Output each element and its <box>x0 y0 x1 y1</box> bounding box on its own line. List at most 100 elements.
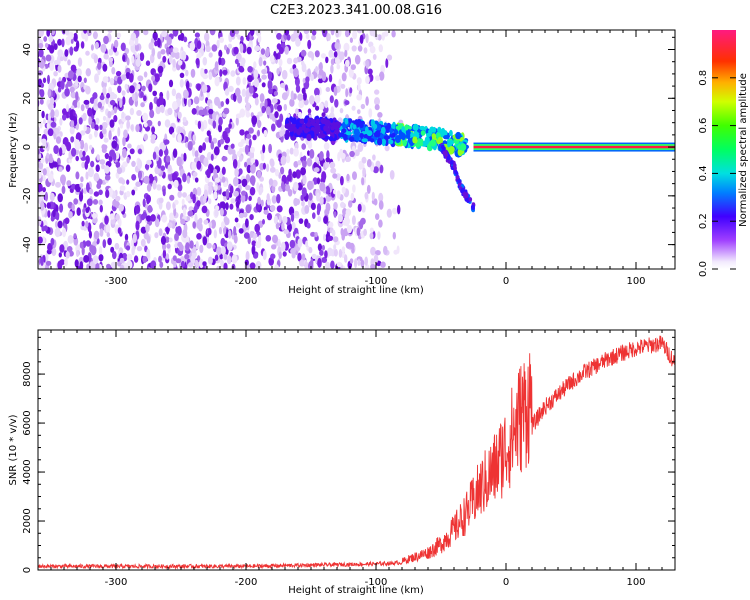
noise-cell <box>202 56 208 66</box>
noise-cell <box>104 215 109 225</box>
noise-cell <box>155 105 161 115</box>
noise-cell <box>316 177 321 185</box>
noise-cell <box>162 249 167 259</box>
noise-cell <box>352 30 358 40</box>
noise-cell <box>33 119 38 127</box>
noise-cell <box>172 101 178 110</box>
noise-cell <box>50 237 55 246</box>
noise-cell <box>111 140 118 149</box>
noise-cell <box>333 248 338 257</box>
noise-cell <box>309 149 315 159</box>
noise-cell <box>38 216 42 227</box>
noise-cell <box>160 49 166 55</box>
noise-cell <box>85 220 89 228</box>
noise-cell <box>94 130 98 138</box>
noise-cell <box>177 183 183 192</box>
noise-cell <box>59 117 63 126</box>
noise-cell <box>397 204 401 215</box>
noise-cell <box>201 84 208 94</box>
noise-cell <box>106 232 111 238</box>
noise-cell <box>267 71 272 80</box>
noise-cell <box>128 40 135 46</box>
noise-cell <box>182 207 187 218</box>
noise-cell <box>54 227 61 238</box>
noise-cell <box>193 205 198 214</box>
noise-cell <box>372 54 377 60</box>
noise-cell <box>202 73 209 80</box>
noise-cell <box>335 58 341 65</box>
x-tick-label: -200 <box>235 577 258 588</box>
noise-cell <box>255 30 262 37</box>
noise-cell <box>192 171 198 177</box>
noise-cell <box>284 30 290 36</box>
noise-cell <box>140 91 144 98</box>
noise-cell <box>239 129 245 136</box>
noise-cell <box>109 99 116 106</box>
chirp-cell <box>422 140 429 146</box>
noise-cell <box>51 30 56 36</box>
noise-cell <box>257 196 261 205</box>
noise-cell <box>126 253 133 261</box>
noise-cell <box>378 200 384 210</box>
noise-cell <box>328 49 334 58</box>
noise-cell <box>154 73 160 83</box>
noise-cell <box>340 152 346 159</box>
noise-cell <box>183 89 189 99</box>
chirp-cell <box>359 133 364 138</box>
chirp-cell <box>401 126 406 133</box>
noise-cell <box>86 182 90 192</box>
noise-cell <box>216 246 222 256</box>
noise-cell <box>245 111 251 118</box>
noise-cell <box>134 38 139 46</box>
noise-cell <box>154 218 160 228</box>
chirp-cell <box>395 125 401 130</box>
noise-cell <box>76 68 82 77</box>
noise-cell <box>79 139 85 150</box>
noise-cell <box>385 58 389 69</box>
branch-cell <box>452 164 457 169</box>
noise-cell <box>328 74 333 83</box>
noise-cell <box>316 192 320 202</box>
noise-cell <box>237 141 244 148</box>
noise-cell <box>70 119 75 128</box>
noise-cell <box>44 42 49 48</box>
noise-cell <box>125 115 131 121</box>
noise-cell <box>142 198 146 208</box>
noise-cell <box>235 113 242 119</box>
noise-cell <box>274 169 280 177</box>
noise-cell <box>236 159 241 169</box>
noise-cell <box>165 201 171 211</box>
noise-cell <box>196 200 201 207</box>
noise-cell <box>307 141 313 149</box>
branch-cell <box>471 205 476 211</box>
noise-cell <box>73 32 78 42</box>
noise-cell <box>369 45 376 54</box>
snr-series-line <box>38 335 675 570</box>
colorbar-label: Normalized spectral amplitude <box>738 73 749 227</box>
noise-cell <box>271 123 276 132</box>
noise-cell <box>315 105 320 111</box>
noise-cell <box>293 197 299 207</box>
noise-cell <box>124 233 129 241</box>
noise-cell <box>323 233 326 242</box>
noise-cell <box>90 121 95 129</box>
noise-cell <box>208 71 213 80</box>
noise-cell <box>182 116 187 123</box>
noise-cell <box>330 106 334 115</box>
noise-cell <box>182 173 187 183</box>
noise-cell <box>351 105 356 111</box>
noise-cell <box>96 154 100 161</box>
noise-cell <box>344 217 350 227</box>
chirp-cell <box>330 126 335 131</box>
noise-cell <box>369 227 374 233</box>
noise-cell <box>140 238 146 247</box>
noise-cell <box>298 100 305 109</box>
noise-cell <box>374 104 380 111</box>
noise-cell <box>223 107 230 115</box>
noise-cell <box>250 164 256 174</box>
noise-cell <box>203 157 209 167</box>
noise-cell <box>308 192 313 201</box>
noise-cell <box>303 30 310 35</box>
noise-cell <box>67 59 71 66</box>
noise-cell <box>203 189 208 200</box>
